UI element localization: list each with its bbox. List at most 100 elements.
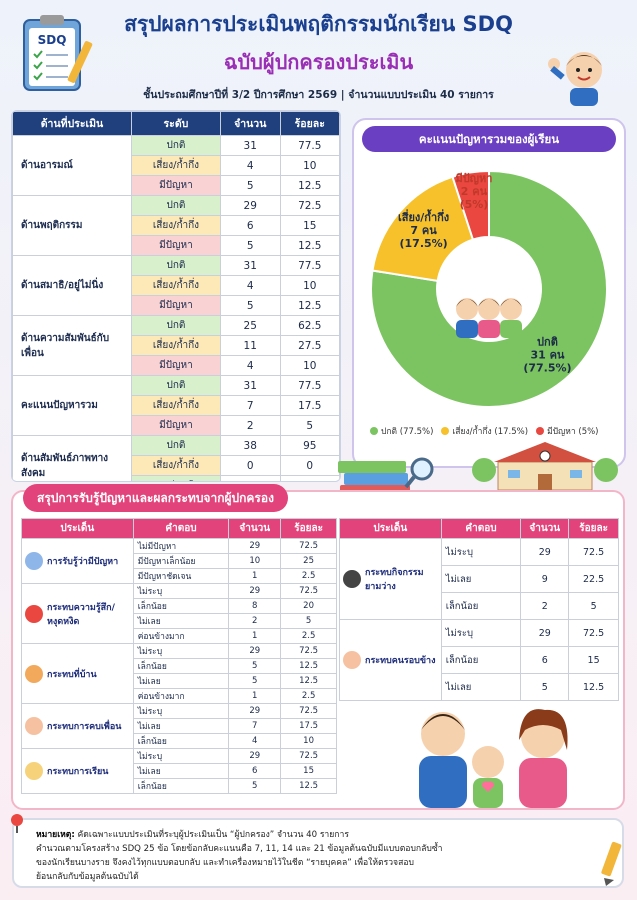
count-cell: 11 [219,335,281,356]
chart-title: คะแนนปัญหารวมของผู้เรียน [362,126,616,152]
percent-cell: 10 [280,733,337,749]
percent-cell: 27.5 [279,335,340,356]
level-cell: ปกติ [130,375,221,396]
pin-icon [11,814,23,833]
level-cell: ปกติ [130,135,221,156]
table-row: กระทบกิจกรรมยามว่าง ไม่ระบุ 29 72.5 [339,538,619,620]
column-header-answer: คำตอบ [132,518,230,539]
note-text: คัดเฉพาะแบบประเมินที่ระบุผู้ประเมินเป็น … [77,830,349,840]
domain-label: ด้านสมาธิ/อยู่ไม่นิ่ง [12,255,132,316]
table-row: ไม่เลย 9 22.5 [340,565,619,593]
percent-cell: 72.5 [280,583,337,599]
percent-cell: 25 [280,553,337,569]
topic-cell: การรับรู้ว่ามีปัญหา [21,538,134,584]
topic-label: กระทบกิจกรรมยามว่าง [365,568,424,592]
level-cell: ปกติ [130,255,221,276]
clipboard-icon: SDQ [23,15,93,91]
percent-cell: 5 [568,592,619,620]
legend-swatch [370,427,378,435]
column-header-percent: ร้อยละ [280,518,337,539]
count-cell: 5 [520,673,570,701]
impact-table-left: ประเด็น คำตอบ จำนวน ร้อยละ การรับรู้ว่าม… [21,518,337,794]
domain-label: ด้านพฤติกรรม [12,195,132,256]
level-cell: มีปัญหา [130,175,221,196]
percent-cell: 12.5 [280,673,337,689]
percent-cell: 12.5 [280,658,337,674]
answer-cell: ไม่ระบุ [440,619,522,647]
table-row: มีปัญหา 2 5 [13,415,340,436]
answer-cell: ไม่เลย [132,763,230,779]
table-row: ไม่เลย 5 12.5 [22,673,337,689]
page-title: สรุปผลการประเมินพฤติกรรมนักเรียน SDQ [124,12,513,36]
count-cell: 25 [219,315,281,336]
answer-cell: มีปัญหาชัดเจน [132,568,230,584]
count-cell: 1 [228,628,282,644]
topic-cell: กระทบกิจกรรมยามว่าง [339,538,442,620]
percent-cell: 12.5 [279,175,340,196]
legend-item-normal: ปกติ (77.5%) [370,424,433,438]
answer-cell: ไม่เลย [132,613,230,629]
level-cell: เสี่ยง/ก้ำกึ่ง [130,455,221,476]
answer-cell: เล็กน้อย [440,592,522,620]
level-cell: เสี่ยง/ก้ำกึ่ง [130,215,221,236]
legend-item-problem: มีปัญหา (5%) [536,424,599,438]
table-row: เสี่ยง/ก้ำกึ่ง 7 17.5 [13,395,340,416]
level-cell: เสี่ยง/ก้ำกึ่ง [130,395,221,416]
table-row: ด้านสมาธิ/อยู่ไม่นิ่ง ปกติ 31 77.5 [12,255,340,316]
answer-cell: มีปัญหาเล็กน้อย [132,553,230,569]
topic-label: กระทบความรู้สึก/หงุดหงิด [47,602,115,627]
count-cell: 9 [520,565,570,593]
percent-cell: 77.5 [279,375,340,396]
impact-title: สรุปการรับรู้ปัญหาและผลกระทบจากผู้ปกครอง [23,484,288,512]
topic-label: กระทบการเรียน [47,767,109,777]
answer-cell: เล็กน้อย [440,646,522,674]
child-icon [500,298,522,338]
table-row: เล็กน้อย 4 10 [22,733,337,749]
count-cell: 29 [219,195,281,216]
count-cell: 31 [219,135,281,156]
note-line: คำนวณตามโครงสร้าง SDQ 25 ข้อ โดยข้อกลับค… [36,844,443,854]
percent-cell: 77.5 [279,255,340,276]
pie-label-normal: ปกติ 31 คน(77.5%) [523,335,571,374]
count-cell: 29 [228,643,282,659]
clipboard-label: SDQ [38,33,67,47]
answer-cell: ไม่มีปัญหา [132,538,230,554]
table-row: ด้านความสัมพันธ์กับเพื่อน ปกติ 25 62.5 [12,315,340,376]
level-cell: เสี่ยง/ก้ำกึ่ง [130,335,221,356]
table-row: ด้านสัมพันธ์ภาพทางสังคม ปกติ 38 95 [12,435,340,481]
percent-cell: 15 [280,763,337,779]
note-label: หมายเหตุ: [36,830,75,840]
percent-cell: 77.5 [279,135,340,156]
book-icon [25,762,43,780]
table-row: เสี่ยง/ก้ำกึ่ง 4 10 [13,155,340,176]
percent-cell: 15 [279,215,340,236]
percent-cell: 10 [279,155,340,176]
school-icon [472,442,618,490]
column-header-level: ระดับ [130,111,221,136]
answer-cell: เล็กน้อย [132,733,230,749]
count-cell: 5 [219,175,281,196]
table-row: มีปัญหา 4 10 [13,355,340,376]
count-cell: 29 [228,703,282,719]
legend-label: มีปัญหา (5%) [547,427,599,437]
column-header-percent: ร้อยละ [279,111,340,136]
count-cell: 5 [228,658,282,674]
table-row: มีปัญหาเล็กน้อย 10 25 [22,553,337,569]
percent-cell: 12.5 [279,235,340,256]
table-row: มีปัญหา 5 12.5 [13,295,340,316]
answer-cell: เล็กน้อย [132,778,230,794]
level-cell: ควรส่งเสริม [130,475,221,481]
count-cell: 38 [219,435,281,456]
answer-cell: ไม่เลย [132,718,230,734]
column-header-count: จำนวน [228,518,282,539]
count-cell: 31 [219,255,281,276]
column-header-count: จำนวน [219,111,281,136]
topic-cell: กระทบการเรียน [21,748,134,794]
chart-legend: ปกติ (77.5%) เสี่ยง/ก้ำกึ่ง (17.5%) มีปั… [370,424,620,438]
level-cell: เสี่ยง/ก้ำกึ่ง [130,275,221,296]
count-cell: 6 [219,215,281,236]
topic-label: กระทบการคบเพื่อน [47,722,122,732]
count-cell: 5 [219,295,281,316]
assessment-table-card: ด้านที่ประเมิน ระดับ จำนวน ร้อยละ ด้านอา… [11,110,341,482]
answer-cell: ไม่ระบุ [132,583,230,599]
